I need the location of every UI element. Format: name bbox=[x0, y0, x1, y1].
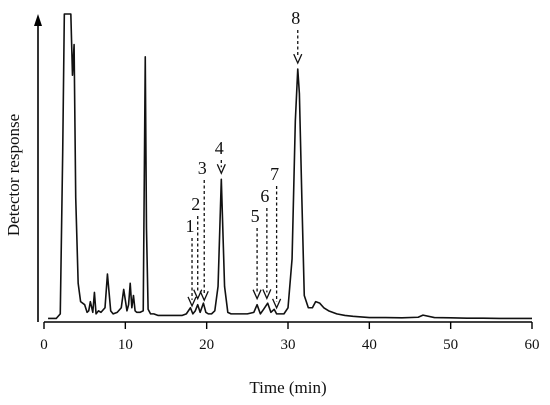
x-tick-label: 40 bbox=[362, 337, 377, 353]
x-tick-label: 30 bbox=[281, 337, 296, 353]
peak-marker-arrowhead bbox=[187, 296, 197, 308]
x-axis-title: Time (min) bbox=[249, 378, 326, 397]
peak-marker-label: 6 bbox=[260, 186, 269, 206]
peak-marker-label: 5 bbox=[251, 206, 260, 226]
peak-markers: 12 34 567 8 bbox=[186, 8, 303, 310]
axes-frame bbox=[34, 14, 532, 323]
peak-marker-arrowhead bbox=[193, 289, 203, 301]
peak-marker-label: 7 bbox=[270, 164, 279, 184]
peak-marker-label: 3 bbox=[198, 158, 207, 178]
peak-marker-label: 2 bbox=[191, 194, 200, 214]
x-tick-label: 60 bbox=[525, 337, 540, 353]
x-tick-label: 10 bbox=[118, 337, 133, 353]
x-tick-label: 0 bbox=[40, 337, 48, 353]
peak-marker-arrowhead bbox=[272, 298, 282, 310]
x-tick-label: 50 bbox=[443, 337, 458, 353]
y-axis-arrowhead bbox=[34, 14, 42, 26]
y-axis-title: Detector response bbox=[4, 114, 23, 236]
peak-marker-arrowhead bbox=[252, 289, 262, 301]
peak-marker-arrowhead bbox=[216, 163, 226, 175]
x-ticks: 0 10 20 30 40 50 60 bbox=[40, 322, 540, 353]
series-trace bbox=[48, 13, 532, 320]
series-trace-group bbox=[48, 13, 532, 320]
peak-marker-arrowhead bbox=[293, 53, 303, 65]
peak-marker-arrowhead bbox=[199, 290, 209, 302]
peak-marker-label: 4 bbox=[215, 138, 224, 158]
peak-marker-arrowhead bbox=[262, 289, 272, 300]
peak-marker-label: 1 bbox=[186, 216, 195, 236]
peak-marker-label: 8 bbox=[291, 8, 300, 28]
x-tick-label: 20 bbox=[199, 337, 214, 353]
